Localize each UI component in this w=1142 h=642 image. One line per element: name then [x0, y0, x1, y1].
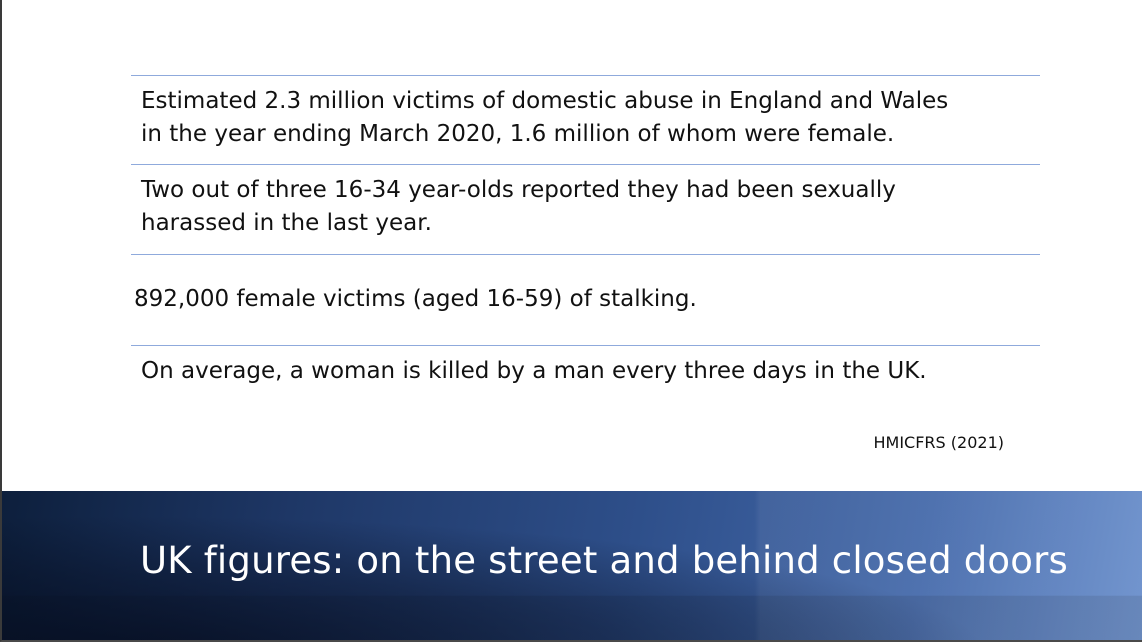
fact-domestic-abuse: Estimated 2.3 million victims of domesti… [141, 85, 1041, 151]
fact-line: Estimated 2.3 million victims of domesti… [141, 88, 949, 114]
divider-line [131, 164, 1040, 165]
divider-line [131, 75, 1040, 76]
fact-line: Two out of three 16-34 year-olds reporte… [141, 177, 896, 203]
fact-femicide: On average, a woman is killed by a man e… [141, 355, 1041, 388]
fact-line: 892,000 female victims (aged 16-59) of s… [134, 286, 697, 312]
title-banner: UK figures: on the street and behind clo… [2, 491, 1142, 640]
source-citation: HMICFRS (2021) [873, 433, 1005, 452]
fact-sexual-harassment: Two out of three 16-34 year-olds reporte… [141, 174, 1041, 240]
divider-line [131, 254, 1040, 255]
fact-line: On average, a woman is killed by a man e… [141, 358, 927, 384]
fact-line: harassed in the last year. [141, 210, 432, 236]
fact-stalking: 892,000 female victims (aged 16-59) of s… [134, 283, 1034, 316]
divider-line [131, 345, 1040, 346]
banner-shading [2, 491, 1142, 640]
fact-line: in the year ending March 2020, 1.6 milli… [141, 121, 895, 147]
slide-title: UK figures: on the street and behind clo… [140, 539, 1068, 582]
